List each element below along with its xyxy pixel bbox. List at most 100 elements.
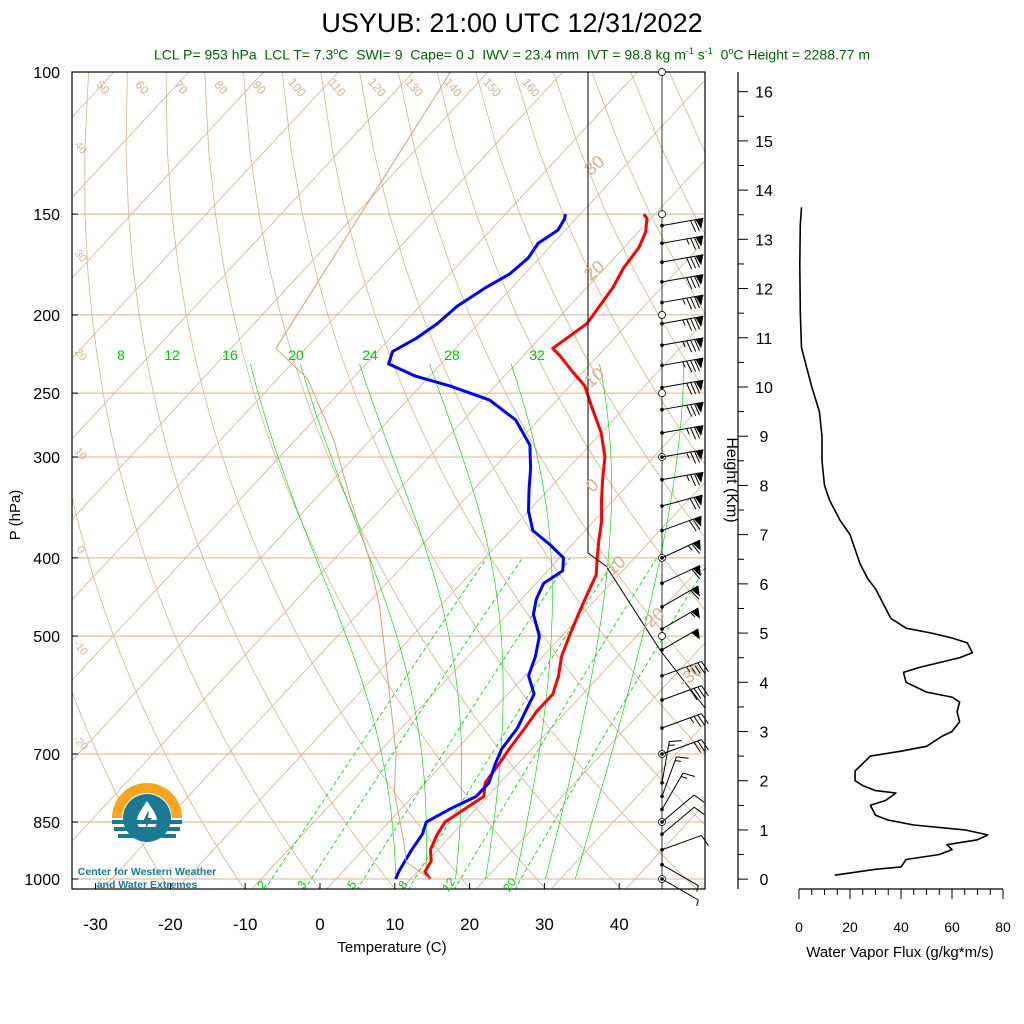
wind-barb-full <box>686 297 693 310</box>
isotherm-line <box>72 72 339 360</box>
mixing-ratio-line <box>304 557 523 889</box>
wind-barb-dot <box>660 807 664 812</box>
y-tick-label: 850 <box>33 815 60 832</box>
degree-sign-2: o <box>728 46 734 56</box>
dry-adiabat-line <box>72 690 170 889</box>
wind-barb <box>660 585 700 609</box>
height-tick-label: 10 <box>755 380 773 397</box>
wind-barb-pennant <box>695 235 704 247</box>
wind-barb-half <box>686 666 691 673</box>
wind-barb-dot <box>660 280 664 284</box>
potential-temp-label: 150 <box>480 75 504 100</box>
wind-barb <box>660 235 704 250</box>
mixing-ratio-line <box>514 567 705 889</box>
wind-barb <box>660 274 704 290</box>
wind-barb-shaft <box>661 739 702 755</box>
isotherm-line <box>550 722 705 889</box>
isotherm-line <box>72 79 705 762</box>
height-tick-label: 5 <box>760 626 769 643</box>
logo-wave-3 <box>118 834 176 838</box>
y-tick-label: 300 <box>33 450 60 467</box>
x-tick-label: -10 <box>233 915 258 934</box>
wind-barb-half <box>687 545 693 551</box>
wind-barb-pennant <box>695 316 704 327</box>
wind-barb-dot <box>660 223 664 228</box>
wind-barb-pennant <box>693 516 702 527</box>
x-tick-label: -30 <box>83 915 108 934</box>
wind-barb-full <box>694 451 700 463</box>
wind-barb-full <box>694 403 700 416</box>
isotherm-line <box>326 481 705 889</box>
wind-barb-full <box>701 835 709 846</box>
water-vapor-flux-line <box>799 207 989 876</box>
wind-barb-full <box>676 756 689 759</box>
zero-c-label: 0 <box>720 46 729 63</box>
ivt-exponent-2: -1 <box>704 46 713 56</box>
wind-barb-pennant <box>695 425 704 437</box>
wind-barb-dot <box>660 794 664 799</box>
dry-adiabat-line <box>72 495 245 889</box>
isotherm-left-label: -20 <box>71 733 90 753</box>
wind-barb-dot <box>660 581 664 586</box>
wind-barb-pennant <box>695 472 704 483</box>
dry-adiabat-line <box>84 72 321 889</box>
height-tick-label: 11 <box>756 331 773 348</box>
moist-adiabat-line <box>575 363 685 880</box>
wind-barb-full <box>688 520 697 532</box>
skew-t-frame <box>71 71 706 890</box>
wind-barb <box>660 862 699 892</box>
height-tick-label: 9 <box>760 429 769 446</box>
isotherm-line <box>400 561 705 889</box>
skew-t-plot-border <box>71 71 706 890</box>
wind-barb-full <box>686 277 693 290</box>
dry-adiabat-line <box>165 72 471 889</box>
isotherm-line <box>0 72 39 896</box>
wind-barb-shaft <box>661 685 702 701</box>
wind-barb-dot <box>660 877 664 881</box>
chart-subtitle: LCL P= 953 hPa LCL T= 7.3oC SWI= 9 Cape=… <box>0 46 1024 63</box>
wind-barb-shaft <box>661 660 702 677</box>
wind-barb <box>660 834 709 852</box>
chart-title: USYUB: 21:00 UTC 12/31/2022 <box>321 8 703 38</box>
wind-barb-pennant <box>695 358 704 369</box>
lcl-p-text: LCL P= 953 hPa <box>153 46 257 63</box>
potential-temp-label: 80 <box>211 78 231 97</box>
wind-barb-shaft <box>661 756 677 797</box>
logo-wave-1 <box>112 820 182 824</box>
dry-adiabat-line <box>125 72 396 889</box>
wind-barb-dot <box>660 477 664 482</box>
logo-line-1: Center for Western Weather <box>78 866 216 878</box>
wind-barb-full <box>690 339 697 352</box>
x-tick-label: 0 <box>315 915 324 934</box>
isotherm-line <box>72 72 638 681</box>
wind-barb-full <box>690 297 697 309</box>
wind-barb-full <box>701 661 709 672</box>
isotherm-line <box>769 72 1024 896</box>
isotherm-line <box>72 72 264 279</box>
wind-barb-dot <box>660 726 664 730</box>
y-tick-label: 700 <box>33 747 60 764</box>
wind-barb-half <box>682 361 686 368</box>
wind-barb-full <box>682 772 696 777</box>
wind-barb <box>660 739 709 756</box>
potential-temp-label: 50 <box>93 78 113 97</box>
wind-barb-dot <box>660 698 664 702</box>
wind-barb-full <box>691 543 701 554</box>
isotherm-line <box>176 320 705 889</box>
y-tick-label: 1000 <box>24 872 60 889</box>
isotherm-left-label: 30 <box>72 248 89 265</box>
level-circle-marker <box>658 311 666 319</box>
wind-barb-dot <box>660 241 664 246</box>
wind-barb-full <box>690 589 700 600</box>
wind-barb-pennant <box>695 449 704 461</box>
wind-barb-half <box>690 612 696 618</box>
height-tick-label: 2 <box>760 774 769 791</box>
dry-adiabat-line <box>591 72 705 315</box>
wind-barb-shaft <box>661 713 702 729</box>
height-tick-label: 7 <box>760 528 769 545</box>
wind-barb-full <box>689 665 698 677</box>
wind-barb-full <box>690 318 697 331</box>
